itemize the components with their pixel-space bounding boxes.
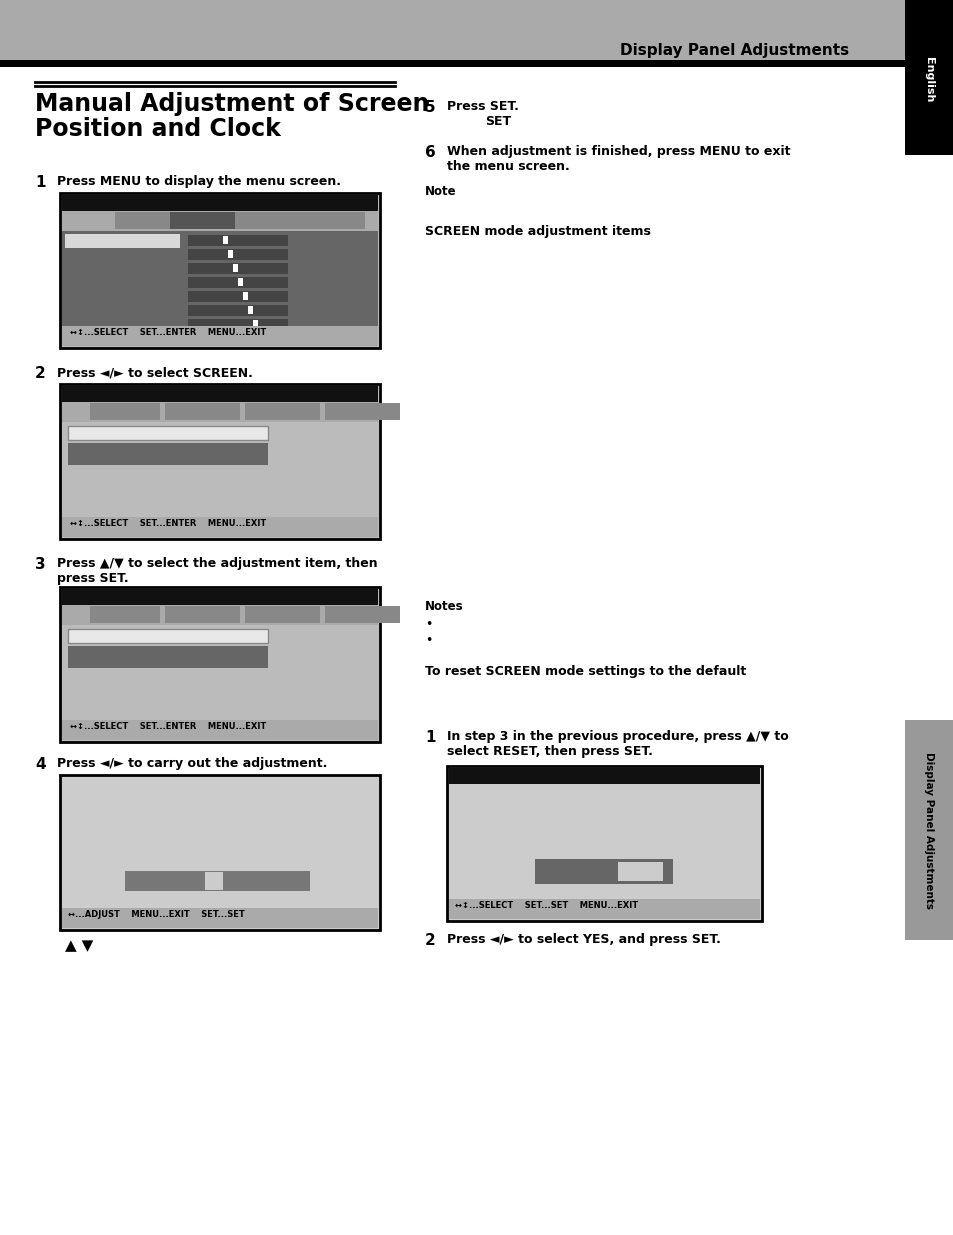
Text: ▲ ▼: ▲ ▼ [65, 939, 93, 953]
Bar [62, 625, 377, 722]
Text: Note: Note [424, 185, 456, 198]
Bar [248, 306, 253, 314]
Text: Position and Clock: Position and Clock [35, 117, 280, 141]
Bar [449, 899, 760, 919]
Text: To reset SCREEN mode settings to the default: To reset SCREEN mode settings to the def… [424, 664, 745, 678]
Text: Press ◄/► to carry out the adjustment.: Press ◄/► to carry out the adjustment. [57, 757, 327, 769]
Text: Press SET.: Press SET. [447, 100, 518, 112]
Bar [245, 403, 319, 420]
Text: ↔↕...SELECT    SET...SET    MENU...EXIT: ↔↕...SELECT SET...SET MENU...EXIT [455, 902, 638, 910]
Text: Press MENU to display the menu screen.: Press MENU to display the menu screen. [57, 175, 340, 188]
Bar [188, 305, 288, 316]
Bar [62, 326, 377, 346]
Bar [237, 278, 243, 287]
Bar [60, 384, 379, 538]
Bar [62, 387, 377, 403]
Text: 3: 3 [35, 557, 46, 572]
Bar [62, 720, 377, 740]
Text: Notes: Notes [424, 600, 463, 613]
Bar [449, 768, 760, 784]
Bar [68, 426, 268, 440]
Bar [188, 291, 288, 303]
Bar [223, 236, 228, 245]
Text: Press ◄/► to select SCREEN.: Press ◄/► to select SCREEN. [57, 366, 253, 379]
Bar [188, 235, 288, 246]
Bar [68, 443, 268, 466]
Bar [165, 606, 240, 622]
Bar [68, 629, 268, 643]
Bar [62, 403, 377, 422]
Bar [170, 212, 234, 228]
Bar [60, 193, 379, 348]
Bar [299, 212, 365, 228]
Bar [618, 862, 662, 881]
Text: •: • [424, 618, 432, 631]
Text: When adjustment is finished, press MENU to exit: When adjustment is finished, press MENU … [447, 144, 790, 158]
Bar [60, 587, 379, 742]
Text: ↔↕...SELECT    SET...ENTER    MENU...EXIT: ↔↕...SELECT SET...ENTER MENU...EXIT [70, 329, 266, 337]
Bar [325, 403, 399, 420]
Text: 1: 1 [424, 730, 435, 745]
Text: Display Panel Adjustments: Display Panel Adjustments [619, 43, 848, 58]
Bar [904, 0, 953, 156]
Text: Display Panel Adjustments: Display Panel Adjustments [923, 752, 933, 909]
Bar [165, 403, 240, 420]
Bar [535, 860, 672, 884]
Bar [62, 589, 377, 605]
Bar [62, 908, 377, 927]
Text: Press ▲/▼ to select the adjustment item, then
press SET.: Press ▲/▼ to select the adjustment item,… [57, 557, 377, 585]
Bar [447, 766, 761, 921]
Text: SCREEN mode adjustment items: SCREEN mode adjustment items [424, 225, 650, 238]
Text: 6: 6 [424, 144, 436, 161]
Bar [325, 606, 399, 622]
Bar [62, 422, 377, 519]
Text: ↔...ADJUST    MENU...EXIT    SET...SET: ↔...ADJUST MENU...EXIT SET...SET [68, 910, 245, 919]
Text: 4: 4 [35, 757, 46, 772]
Bar [90, 403, 160, 420]
Bar [188, 277, 288, 288]
Bar [253, 320, 257, 329]
Text: the menu screen.: the menu screen. [447, 161, 569, 173]
Bar [0, 0, 953, 61]
Bar [68, 646, 268, 668]
Bar [245, 606, 319, 622]
Bar [205, 872, 223, 890]
Text: English: English [923, 57, 933, 103]
Text: ↔↕...SELECT    SET...ENTER    MENU...EXIT: ↔↕...SELECT SET...ENTER MENU...EXIT [70, 722, 266, 731]
Bar [62, 211, 377, 231]
Bar [115, 212, 170, 228]
Bar [62, 195, 377, 211]
Text: 2: 2 [424, 932, 436, 948]
Bar [62, 231, 377, 329]
Text: 1: 1 [35, 175, 46, 190]
Bar [62, 605, 377, 625]
Bar [188, 263, 288, 274]
Bar [65, 233, 180, 248]
Bar [188, 249, 288, 261]
Text: Press ◄/► to select YES, and press SET.: Press ◄/► to select YES, and press SET. [447, 932, 720, 946]
Text: 2: 2 [35, 366, 46, 382]
Text: SET: SET [484, 115, 511, 128]
Bar [904, 720, 953, 940]
Bar [243, 291, 248, 300]
Bar [125, 871, 310, 890]
Text: In step 3 in the previous procedure, press ▲/▼ to
select RESET, then press SET.: In step 3 in the previous procedure, pre… [447, 730, 788, 758]
Text: •: • [424, 634, 432, 647]
Bar [0, 61, 953, 67]
Bar [90, 606, 160, 622]
Bar [60, 776, 379, 930]
Bar [233, 264, 237, 272]
Bar [234, 212, 299, 228]
Text: 5: 5 [424, 100, 436, 115]
Bar [62, 517, 377, 537]
Bar [188, 319, 288, 330]
Bar [228, 249, 233, 258]
Text: Manual Adjustment of Screen: Manual Adjustment of Screen [35, 91, 429, 116]
Text: ↔↕...SELECT    SET...ENTER    MENU...EXIT: ↔↕...SELECT SET...ENTER MENU...EXIT [70, 519, 266, 529]
